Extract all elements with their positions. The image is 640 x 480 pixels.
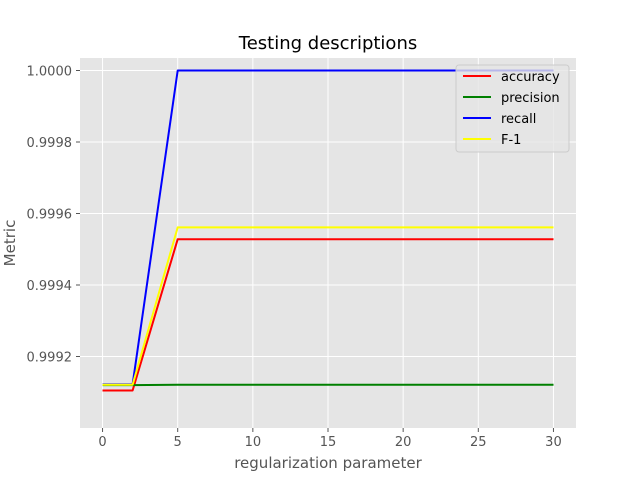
legend-label-precision: precision: [501, 91, 560, 106]
y-axis-label: Metric: [1, 220, 19, 267]
x-tick-label: 0: [98, 435, 106, 450]
x-tick-label: 20: [395, 435, 412, 450]
y-tick-label: 1.0000: [27, 65, 73, 80]
legend-box: [455, 64, 570, 153]
series-line-f1: [102, 226, 554, 386]
y-tick-label: 0.9992: [27, 351, 73, 366]
legend: accuracy precision recall F-1: [455, 64, 570, 153]
series-line-accuracy: [102, 238, 554, 392]
y-axis-ticks: 0.9992 0.9994 0.9996 0.9998 1.0000: [27, 65, 80, 366]
x-axis-label: regularization parameter: [234, 454, 422, 472]
legend-label-recall: recall: [501, 112, 536, 127]
chart-title: Testing descriptions: [238, 33, 417, 54]
x-tick-label: 15: [320, 435, 337, 450]
legend-label-f1: F-1: [501, 133, 521, 148]
y-tick-label: 0.9998: [27, 136, 73, 151]
x-axis-ticks: 0 5 10 15 20 25 30: [98, 428, 562, 450]
series-lines: [102, 69, 554, 392]
x-tick-label: 5: [174, 435, 182, 450]
x-tick-label: 25: [470, 435, 487, 450]
x-tick-label: 30: [545, 435, 562, 450]
y-tick-label: 0.9996: [27, 208, 73, 223]
legend-label-accuracy: accuracy: [501, 70, 560, 85]
y-tick-label: 0.9994: [27, 279, 73, 294]
x-tick-label: 10: [245, 435, 262, 450]
